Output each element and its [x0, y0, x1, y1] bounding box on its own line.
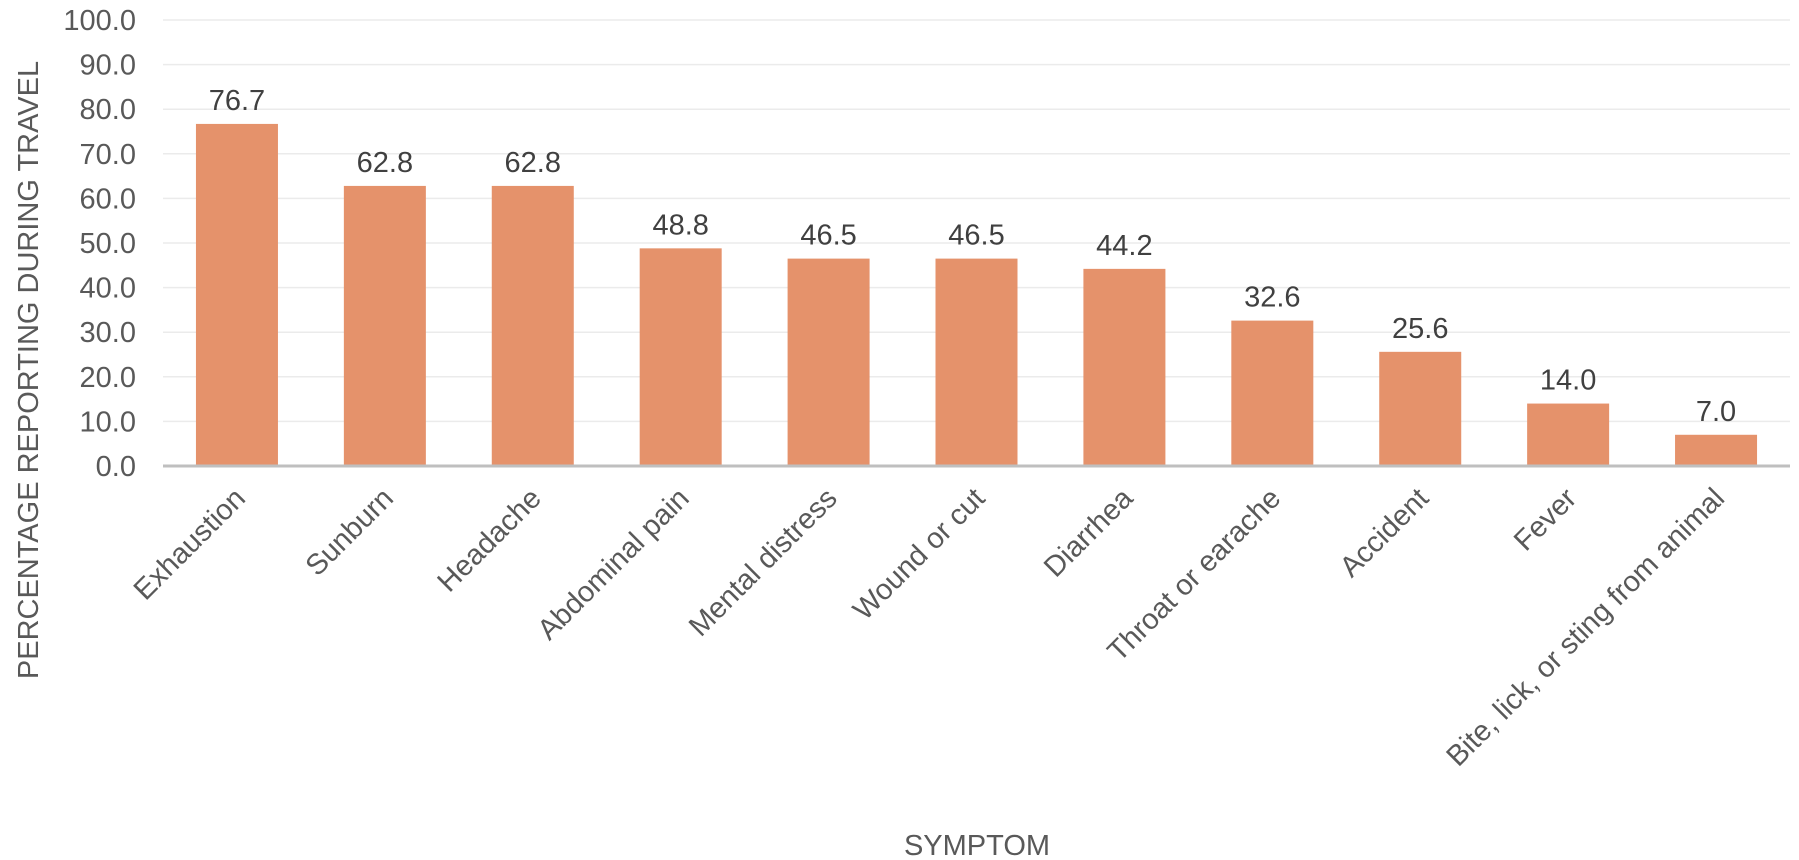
bar — [935, 258, 1018, 466]
y-tick-label: 40.0 — [80, 273, 136, 305]
data-labels: 76.7 62.8 62.8 48.8 46.5 46.5 44.2 32.6 25.6 14.0… — [209, 85, 1736, 428]
x-category-label: Fever — [1508, 482, 1583, 557]
y-axis-ticks: 0.0 10.0 20.0 30.0 40.0 50.0 60.0 70.0 80.0 90.0 1… — [63, 5, 136, 483]
bars — [195, 123, 1758, 467]
y-tick-label: 0.0 — [96, 451, 136, 483]
data-label: 14.0 — [1540, 365, 1596, 397]
data-label: 25.6 — [1392, 313, 1448, 345]
data-label: 62.8 — [505, 147, 561, 179]
y-axis-title: PERCENTAGE REPORTING DURING TRAVEL — [13, 61, 45, 679]
data-label: 62.8 — [357, 147, 413, 179]
y-tick-label: 90.0 — [80, 50, 136, 82]
bar — [491, 185, 574, 467]
y-tick-label: 20.0 — [80, 362, 136, 394]
x-axis-title: SYMPTOM — [904, 830, 1050, 860]
x-category-label: Sunburn — [300, 482, 400, 582]
bar — [787, 258, 870, 466]
data-label: 48.8 — [652, 209, 708, 241]
x-category-label: Exhaustion — [128, 482, 252, 606]
bar — [1379, 351, 1462, 466]
bar — [639, 248, 722, 466]
bar — [1527, 403, 1610, 466]
bar — [1083, 268, 1166, 466]
data-label: 44.2 — [1096, 230, 1152, 262]
bar — [1675, 434, 1758, 466]
gridlines — [163, 19, 1790, 423]
bar — [195, 123, 278, 466]
y-tick-label: 80.0 — [80, 94, 136, 126]
bar — [1231, 320, 1314, 466]
x-category-label: Abdominal pain — [532, 482, 696, 646]
y-tick-label: 30.0 — [80, 317, 136, 349]
y-tick-label: 70.0 — [80, 139, 136, 171]
x-category-label: Bite, lick, or sting from animal — [1441, 482, 1731, 772]
x-category-label: Diarrhea — [1038, 482, 1140, 584]
y-tick-label: 100.0 — [63, 5, 136, 37]
data-label: 32.6 — [1244, 282, 1300, 314]
x-category-label: Wound or cut — [847, 482, 991, 626]
data-label: 76.7 — [209, 85, 265, 117]
x-category-label: Accident — [1334, 482, 1435, 583]
x-category-label: Headache — [432, 482, 548, 598]
bar — [343, 185, 426, 467]
data-label: 46.5 — [800, 220, 856, 252]
data-label: 7.0 — [1696, 396, 1736, 428]
x-category-label: Mental distress — [683, 482, 844, 643]
y-tick-label: 60.0 — [80, 183, 136, 215]
y-tick-label: 50.0 — [80, 228, 136, 260]
data-label: 46.5 — [948, 220, 1004, 252]
y-tick-label: 10.0 — [80, 406, 136, 438]
